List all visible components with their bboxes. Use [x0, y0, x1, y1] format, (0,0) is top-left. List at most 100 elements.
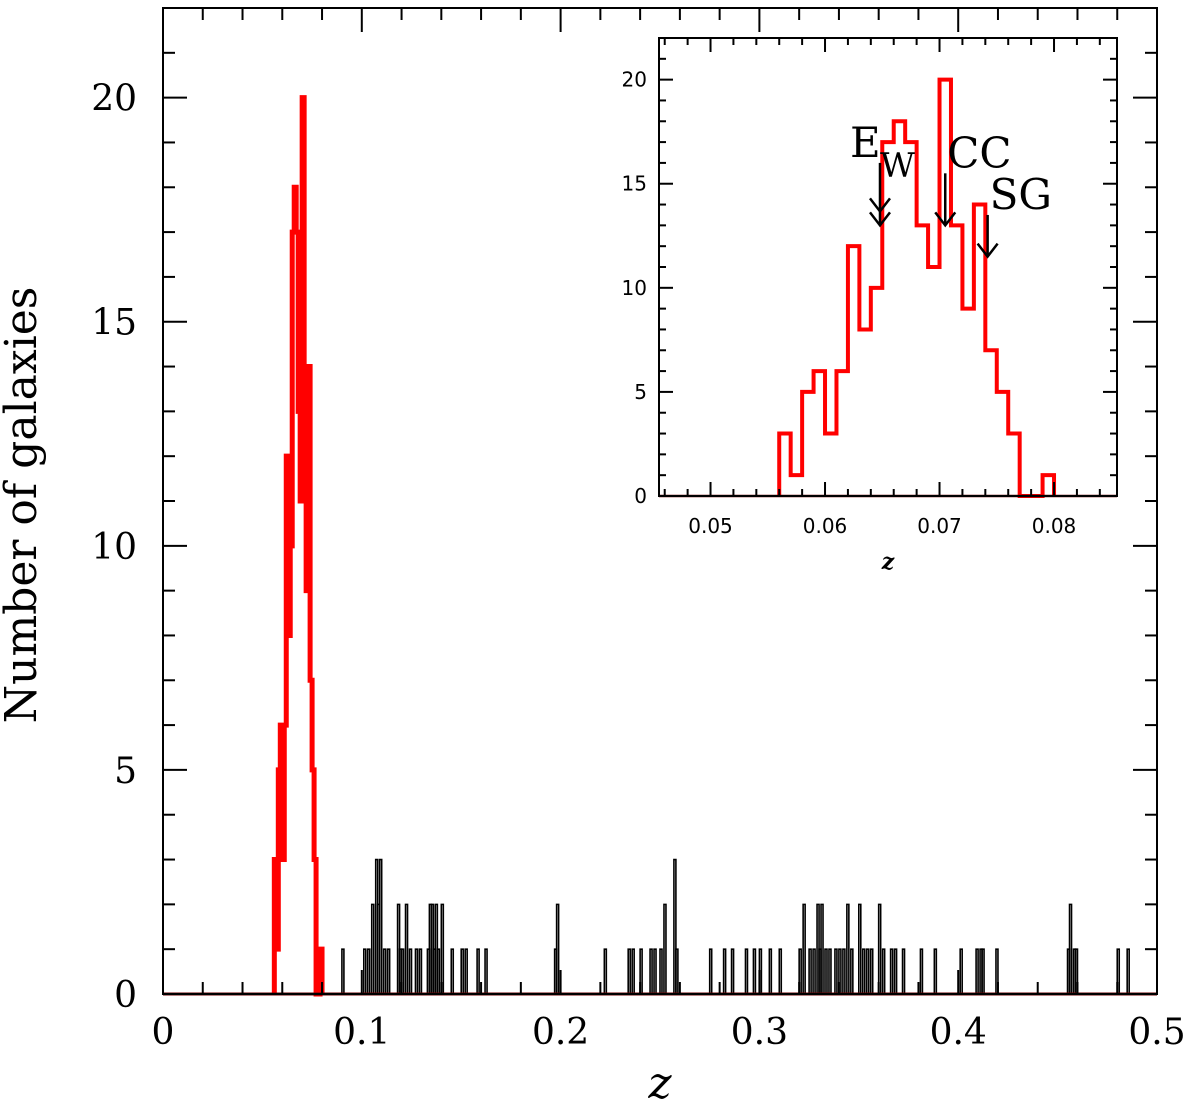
field-bin [842, 948, 846, 994]
field-bin [408, 948, 413, 994]
x-tick-label: 0.07 [917, 514, 962, 538]
field-bin [460, 948, 464, 994]
field-bin [378, 858, 383, 994]
annotation-arrow-head [976, 242, 999, 259]
annotation-arrow-head [934, 211, 957, 228]
field-bin [603, 948, 608, 994]
inset-background [659, 38, 1117, 496]
field-bin [370, 903, 375, 994]
field-bin [778, 948, 783, 994]
field-bin [850, 948, 854, 994]
field-bin [414, 948, 419, 994]
inset-plot-frame [658, 37, 1118, 497]
field-bin [919, 948, 924, 994]
field-bin [975, 948, 979, 994]
field-bin [901, 948, 906, 994]
annotation-sg: SG [976, 170, 1052, 259]
inset-cluster-members-histogram [777, 77, 1057, 498]
field-bin [362, 948, 367, 994]
field-bin [366, 948, 371, 994]
annotation-label: CC [947, 128, 1011, 177]
y-tick-label: 10 [622, 276, 647, 300]
x-tick-label: 0.4 [930, 1012, 987, 1053]
field-bin [893, 948, 898, 994]
y-tick-label: 0 [114, 975, 137, 1016]
field-bin [627, 948, 631, 994]
annotation-subscript: W [880, 146, 915, 186]
field-bin [400, 948, 405, 994]
field-bin [418, 948, 423, 994]
field-bin [659, 948, 663, 994]
y-tick-label: 0 [634, 484, 647, 508]
field-bin [436, 948, 441, 994]
field-bin [673, 858, 677, 994]
field-bin [869, 948, 874, 994]
field-bin [981, 948, 985, 994]
field-bin [382, 948, 387, 994]
cluster-members-histogram [271, 95, 325, 997]
field-bin [881, 948, 886, 994]
field-bin [649, 948, 653, 994]
main-x-axis-title: z [647, 1058, 672, 1107]
x-tick-label: 0.5 [1128, 1012, 1185, 1053]
field-bin [744, 948, 749, 994]
x-tick-label: 0.05 [688, 514, 733, 538]
y-tick-label: 10 [91, 527, 137, 568]
field-bin [1074, 948, 1079, 994]
y-tick-label: 20 [91, 79, 137, 120]
annotation-label: SG [990, 170, 1052, 219]
inset-x-tick-labels: 0.05 0.06 0.07 0.08 [688, 514, 1076, 538]
field-bin [722, 948, 727, 994]
field-bin [675, 948, 679, 994]
annotation-arrow-head [868, 211, 891, 228]
field-galaxies-histogram [341, 858, 1130, 994]
field-bin [639, 948, 643, 994]
main-x-tick-labels: 0 0.1 0.2 0.3 0.4 0.5 [152, 1012, 1186, 1053]
field-bin [404, 903, 409, 994]
x-tick-label: 0 [152, 1012, 175, 1053]
field-bin [386, 948, 391, 994]
field-bin [808, 948, 812, 994]
field-bin [341, 948, 345, 994]
field-bin [838, 948, 842, 994]
x-tick-label: 0.1 [333, 1012, 390, 1053]
field-bin [464, 948, 468, 994]
main-y-tick-labels: 0 5 10 15 20 [91, 79, 137, 1016]
x-tick-label: 0.06 [803, 514, 848, 538]
main-plot-frame [162, 7, 1158, 995]
field-bin [858, 903, 862, 994]
field-bin [768, 948, 773, 994]
field-bin [861, 948, 866, 994]
field-bin [555, 903, 560, 994]
main-histogram-panel: 0 0.1 0.2 0.3 0.4 0.5 0 5 10 15 20 z Number of ga… [0, 7, 1186, 1107]
field-bin [846, 903, 850, 994]
field-bin [959, 948, 963, 994]
field-bin [730, 948, 735, 994]
field-bin [708, 948, 713, 994]
y-tick-label: 15 [91, 303, 137, 344]
y-tick-label: 15 [622, 172, 647, 196]
field-bin [440, 903, 445, 994]
y-tick-label: 5 [634, 380, 647, 404]
annotation-cc: CC [934, 128, 1012, 228]
inset-y-tick-labels: 0 5 10 15 20 [622, 68, 647, 508]
field-bin [798, 948, 802, 994]
field-bin [1126, 948, 1130, 994]
field-bin [1068, 903, 1073, 994]
field-bin [476, 948, 480, 994]
annotation-label: E [850, 118, 881, 167]
inset-axis-ticks [659, 37, 1117, 497]
field-bin [653, 948, 657, 994]
x-tick-label: 0.3 [731, 1012, 788, 1053]
field-bin [834, 948, 838, 994]
field-bin [450, 948, 455, 994]
field-bin [812, 948, 816, 994]
field-bin [1116, 948, 1121, 994]
main-y-axis-title: Number of galaxies [0, 287, 47, 724]
field-bin [877, 903, 882, 994]
field-bin [889, 948, 894, 994]
